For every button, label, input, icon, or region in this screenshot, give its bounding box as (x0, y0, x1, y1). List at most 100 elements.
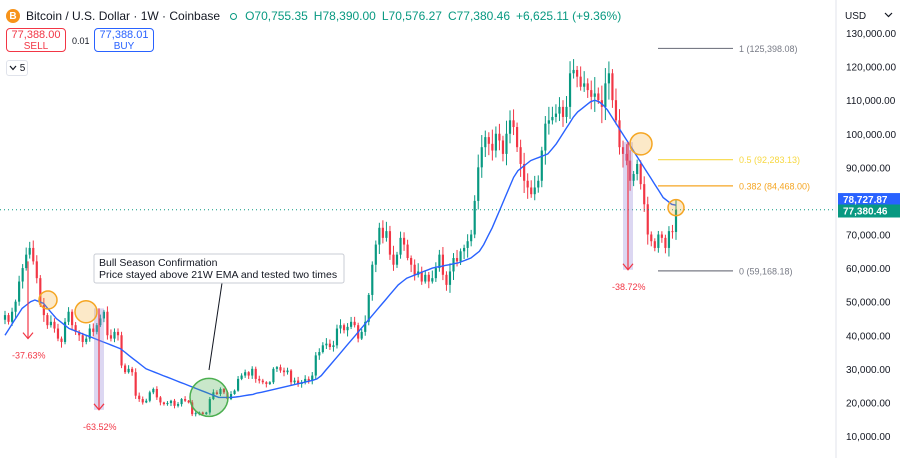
candle (113, 328, 116, 343)
candle (180, 398, 183, 407)
candle-body (233, 390, 236, 395)
candle-body (332, 345, 335, 348)
candle-body (194, 413, 197, 415)
candle (381, 220, 384, 244)
candle-body (251, 368, 254, 376)
candle-body (540, 150, 543, 181)
candle-body (424, 274, 427, 282)
buy-button[interactable]: 77,388.01 BUY (94, 28, 154, 52)
candle (3, 310, 7, 325)
candle-body (604, 83, 607, 107)
candle (236, 376, 240, 392)
candle (297, 376, 300, 387)
candle (551, 106, 554, 125)
candle-body (42, 305, 45, 316)
candle (282, 367, 286, 377)
candle-body (109, 335, 113, 339)
candle-body (67, 311, 70, 322)
candle (307, 376, 310, 384)
candle (501, 135, 505, 162)
sell-label: SELL (23, 41, 49, 52)
candle-body (88, 328, 91, 339)
candle-body (360, 331, 363, 339)
candle-body (187, 400, 190, 403)
candle (49, 315, 52, 328)
candle (565, 96, 568, 124)
candle (512, 109, 515, 136)
ema-price-tag: 78,727.87 (843, 195, 888, 206)
candle (289, 369, 293, 386)
candle (251, 366, 254, 379)
candle (657, 230, 660, 253)
candle (385, 221, 388, 242)
candle-body (148, 392, 151, 401)
candle-body (102, 311, 105, 319)
candle-body (586, 83, 589, 91)
candle-body (646, 204, 649, 235)
candle-body (413, 264, 416, 275)
candle (427, 271, 430, 289)
symbol-title[interactable]: Bitcoin / U.S. Dollar · 1W · Coinbase (26, 9, 221, 23)
candle-body (508, 120, 512, 134)
candle (547, 106, 550, 135)
candle (314, 352, 317, 380)
candle (279, 364, 282, 373)
candle-body (583, 83, 586, 87)
candle (576, 65, 579, 88)
candle-body (431, 278, 434, 282)
candle-body (205, 412, 208, 415)
candle-body (335, 328, 339, 346)
ohlc-open-label: O (245, 9, 255, 23)
indicators-toggle[interactable]: 5 (6, 60, 28, 76)
candle-body (438, 254, 441, 269)
candle (169, 399, 173, 407)
candle-body (572, 69, 575, 74)
candle-body (127, 368, 130, 373)
ohlc-low-label: L (381, 9, 389, 23)
candle (99, 314, 102, 328)
candle (268, 381, 271, 386)
candle-body (671, 231, 674, 233)
candle (519, 139, 522, 177)
candle-body (134, 372, 137, 396)
candle-body (113, 331, 116, 339)
candle-body (49, 321, 52, 326)
candle (123, 363, 127, 374)
candle (558, 97, 561, 122)
candle (32, 240, 35, 265)
candle-body (155, 388, 158, 398)
candle (593, 77, 596, 112)
candle-body (339, 325, 342, 329)
candle-body (533, 187, 536, 195)
candle (95, 323, 98, 335)
y-tick-label: 60,000.00 (846, 264, 891, 275)
candle-body (307, 378, 310, 381)
sell-button[interactable]: 77,388.00 SELL (6, 28, 66, 52)
candle (159, 395, 162, 406)
candle-body (392, 254, 395, 265)
candle (636, 159, 639, 181)
buy-label: BUY (113, 41, 135, 52)
y-tick-label: 130,000.00 (846, 29, 896, 40)
candle-body (318, 352, 321, 356)
candle (145, 398, 148, 404)
candle-body (614, 100, 618, 121)
candle-body (141, 399, 144, 403)
candle-body (561, 106, 565, 117)
candle-body (116, 331, 120, 336)
candle-body (201, 412, 204, 415)
ohlc-open-value: 70,755.35 (254, 9, 308, 23)
candle (71, 309, 74, 331)
candle (67, 307, 70, 326)
candle (643, 176, 646, 212)
candle (586, 78, 589, 98)
candle (42, 297, 45, 322)
currency-selector[interactable]: USD (845, 11, 867, 22)
candle (35, 255, 38, 284)
candle (424, 270, 427, 284)
candle (505, 120, 508, 166)
candle (374, 240, 377, 273)
chevron-down-icon[interactable] (884, 10, 893, 21)
